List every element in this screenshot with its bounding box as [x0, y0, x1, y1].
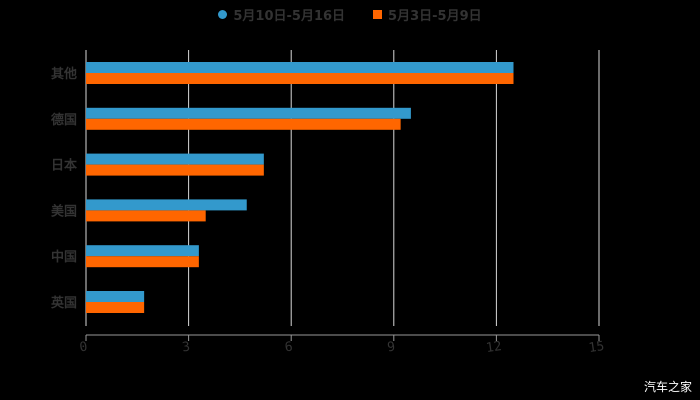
- y-category-label: 日本: [51, 158, 77, 174]
- y-category-label: 中国: [51, 249, 77, 265]
- x-tick-label: 6: [284, 340, 294, 356]
- bar[interactable]: [86, 153, 264, 165]
- legend-swatch-blue: [218, 9, 228, 19]
- y-category-label: 其他: [51, 66, 77, 82]
- x-tick-label: 15: [588, 339, 606, 356]
- legend-swatch-orange: [373, 9, 383, 19]
- legend-item-series-1[interactable]: 5月10日-5月16日: [218, 5, 345, 24]
- bar[interactable]: [86, 291, 145, 302]
- bar[interactable]: [86, 164, 264, 176]
- bar[interactable]: [86, 256, 199, 268]
- bar[interactable]: [86, 210, 206, 222]
- bar[interactable]: [86, 302, 145, 313]
- y-category-label: 英国: [50, 295, 77, 311]
- x-tick-label: 3: [181, 340, 191, 356]
- x-tick-label: 0: [79, 340, 89, 356]
- legend-label: 5月10日-5月16日: [233, 8, 346, 24]
- y-category-label: 德国: [51, 112, 77, 128]
- x-tick-label: 9: [386, 340, 396, 356]
- bar[interactable]: [86, 107, 411, 119]
- x-tick-label: 12: [485, 339, 503, 356]
- bar[interactable]: [86, 118, 401, 130]
- bar[interactable]: [86, 199, 247, 211]
- y-category-label: 美国: [51, 203, 77, 219]
- legend-item-series-2[interactable]: 5月3日-5月9日: [373, 5, 482, 24]
- bar[interactable]: [86, 245, 199, 257]
- bar[interactable]: [86, 62, 514, 73]
- bar[interactable]: [86, 73, 514, 84]
- legend-label: 5月3日-5月9日: [388, 8, 482, 24]
- chart-legend: 5月10日-5月16日 5月3日-5月9日: [0, 4, 700, 24]
- watermark: 汽车之家: [643, 380, 692, 394]
